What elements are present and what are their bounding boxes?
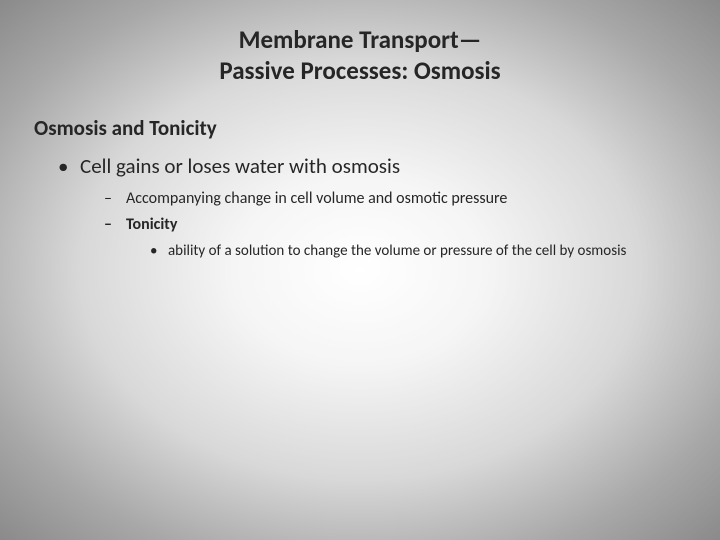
bullet-list-level3: ability of a solution to change the volu… xyxy=(150,241,680,261)
slide-container: Membrane Transport— Passive Processes: O… xyxy=(0,0,720,540)
list-item: Tonicity ability of a solution to change… xyxy=(104,214,680,261)
slide-subtitle: Osmosis and Tonicity xyxy=(34,115,680,141)
title-line-2: Passive Processes: Osmosis xyxy=(219,55,500,86)
title-line-1: Membrane Transport— xyxy=(239,24,482,55)
list-item: ability of a solution to change the volu… xyxy=(150,241,680,261)
slide-title: Membrane Transport— Passive Processes: O… xyxy=(40,24,680,87)
bullet-text: Tonicity xyxy=(126,215,177,234)
bullet-text: Cell gains or loses water with osmosis xyxy=(80,153,400,179)
list-item: Accompanying change in cell volume and o… xyxy=(104,188,680,210)
bullet-text: ability of a solution to change the volu… xyxy=(168,242,626,260)
bullet-list-level2: Accompanying change in cell volume and o… xyxy=(104,188,680,261)
bullet-text: Accompanying change in cell volume and o… xyxy=(126,189,507,208)
list-item: Cell gains or loses water with osmosis A… xyxy=(58,153,680,262)
bullet-list-level1: Cell gains or loses water with osmosis A… xyxy=(58,153,680,262)
